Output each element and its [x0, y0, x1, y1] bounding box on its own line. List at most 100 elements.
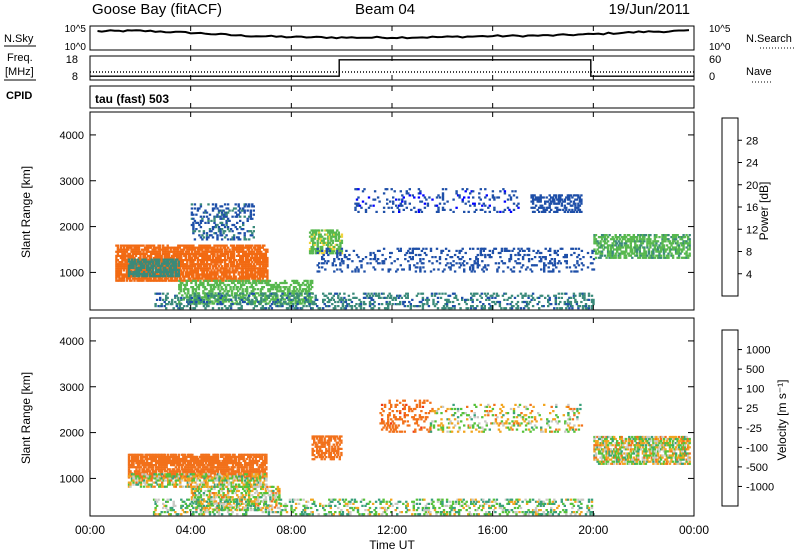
range-gate-cell	[321, 248, 324, 251]
range-gate-cell	[268, 283, 272, 287]
range-gate-cell	[170, 462, 173, 465]
range-gate-cell	[153, 470, 156, 473]
range-gate-cell	[221, 300, 225, 303]
range-gate-cell	[232, 271, 236, 274]
range-gate-cell	[144, 470, 147, 473]
range-gate-cell	[538, 256, 541, 259]
range-gate-cell	[575, 300, 579, 304]
range-gate-cell	[139, 264, 143, 267]
range-gate-cell	[251, 271, 254, 274]
range-gate-cell	[231, 256, 234, 260]
range-gate-cell	[198, 296, 201, 299]
velocity-scatter	[127, 399, 691, 516]
range-gate-cell	[207, 236, 210, 239]
range-gate-cell	[331, 229, 334, 232]
range-gate-cell	[625, 246, 628, 249]
range-gate-cell	[206, 281, 210, 285]
range-gate-cell	[421, 305, 425, 308]
range-gate-cell	[237, 252, 240, 255]
range-gate-cell	[372, 251, 375, 255]
range-gate-cell	[232, 248, 236, 251]
range-gate-cell	[334, 237, 337, 240]
range-gate-cell	[483, 307, 486, 310]
range-gate-cell	[312, 239, 315, 242]
range-gate-cell	[554, 206, 557, 209]
range-gate-cell	[300, 307, 304, 310]
range-gate-cell	[158, 466, 161, 469]
range-gate-cell	[662, 244, 666, 247]
range-gate-cell	[295, 288, 299, 291]
range-gate-cell	[136, 453, 140, 456]
range-gate-cell	[458, 266, 461, 269]
range-gate-cell	[154, 455, 158, 458]
range-gate-cell	[574, 247, 578, 250]
range-gate-cell	[583, 292, 586, 295]
range-gate-cell	[208, 244, 212, 247]
range-gate-cell	[174, 474, 177, 477]
range-gate-cell	[497, 251, 501, 255]
range-gate-cell	[253, 279, 256, 282]
range-gate-cell	[449, 256, 452, 259]
range-gate-cell	[548, 202, 551, 205]
range-gate-cell	[418, 300, 422, 304]
range-gate-cell	[611, 244, 614, 247]
range-gate-cell	[343, 307, 346, 310]
range-gate-cell	[210, 269, 213, 272]
range-gate-cell	[148, 256, 151, 260]
range-gate-cell	[602, 240, 605, 243]
range-gate-cell	[194, 279, 198, 282]
range-gate-cell	[204, 267, 207, 270]
range-gate-cell	[226, 263, 230, 266]
range-gate-cell	[271, 286, 275, 289]
range-gate-cell	[289, 283, 293, 287]
range-gate-cell	[246, 263, 249, 266]
range-gate-cell	[135, 457, 138, 461]
range-gate-cell	[216, 246, 219, 249]
range-gate-cell	[393, 260, 396, 263]
range-gate-cell	[463, 260, 466, 263]
range-gate-cell	[291, 298, 295, 301]
range-gate-cell	[599, 256, 602, 259]
range-gate-cell	[258, 277, 261, 280]
range-gate-cell	[318, 235, 321, 238]
range-gate-cell	[170, 474, 173, 477]
range-gate-cell	[257, 269, 260, 272]
range-gate-cell	[362, 307, 366, 310]
range-gate-cell	[249, 217, 252, 220]
range-gate-cell	[246, 292, 249, 295]
range-gate-cell	[421, 296, 425, 299]
range-gate-cell	[142, 252, 145, 255]
range-gate-cell	[571, 305, 574, 308]
range-gate-cell	[465, 298, 468, 301]
range-gate-cell	[122, 246, 126, 249]
range-gate-cell	[208, 267, 212, 270]
range-gate-cell	[483, 305, 486, 308]
range-gate-cell	[216, 248, 219, 251]
range-gate-cell	[360, 206, 363, 209]
range-gate-cell	[504, 307, 508, 310]
range-gate-cell	[309, 281, 312, 285]
range-gate-cell	[419, 190, 422, 193]
range-gate-cell	[469, 204, 472, 207]
range-gate-cell	[291, 279, 294, 282]
range-gate-cell	[488, 253, 491, 257]
range-gate-cell	[560, 202, 563, 205]
range-gate-cell	[357, 204, 360, 207]
range-gate-cell	[573, 264, 576, 267]
range-gate-cell	[533, 198, 536, 201]
range-gate-cell	[130, 266, 134, 269]
range-gate-cell	[242, 207, 245, 210]
y-tick-label: 1000	[60, 267, 84, 279]
range-gate-cell	[620, 236, 623, 239]
range-gate-cell	[557, 196, 560, 199]
range-gate-cell	[211, 261, 215, 264]
range-gate-cell	[205, 238, 209, 241]
range-gate-cell	[202, 302, 205, 305]
range-gate-cell	[209, 288, 213, 291]
range-gate-cell	[216, 250, 219, 253]
range-gate-cell	[246, 252, 249, 255]
range-gate-cell	[533, 206, 536, 209]
range-gate-cell	[196, 267, 200, 270]
range-gate-cell	[457, 303, 461, 306]
range-gate-cell	[165, 298, 168, 301]
